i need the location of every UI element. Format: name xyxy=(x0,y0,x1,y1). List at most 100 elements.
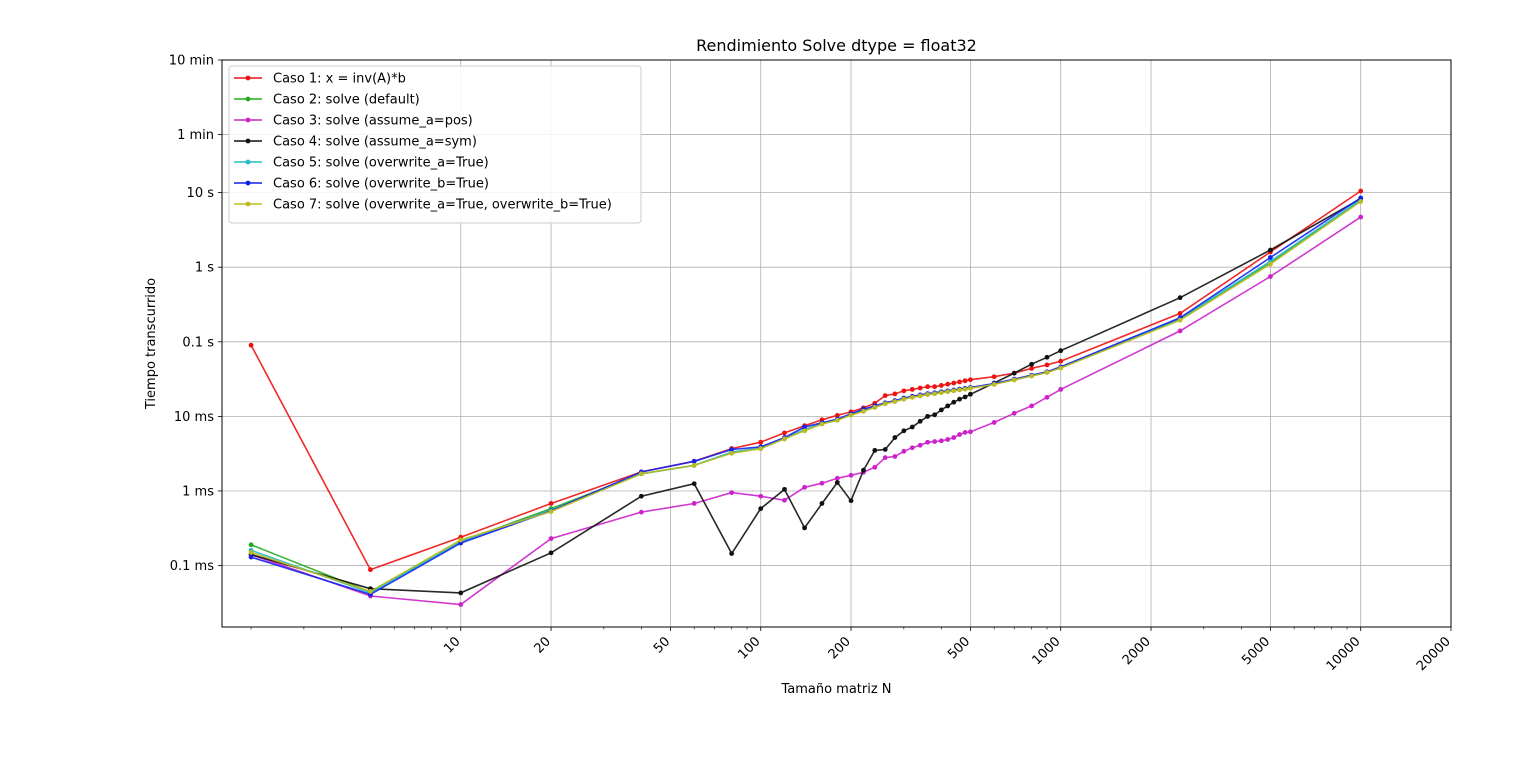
x-axis-label: Tamaño matriz N xyxy=(780,682,891,697)
y-tick-label: 10 min xyxy=(169,54,214,69)
series-3 xyxy=(248,214,1364,607)
data-point xyxy=(962,378,968,384)
data-point xyxy=(1058,365,1064,371)
data-point xyxy=(1058,386,1064,392)
data-point xyxy=(638,509,644,515)
series-line xyxy=(250,190,1362,571)
data-point xyxy=(968,385,973,391)
data-point xyxy=(1177,311,1183,316)
series-2 xyxy=(248,198,1364,595)
data-point xyxy=(945,381,951,387)
legend: Caso 1: x = inv(A)*b Caso 2: solve (defau… xyxy=(228,65,642,224)
data-point xyxy=(848,498,854,504)
chart-title: Rendimiento Solve dtype = float32 xyxy=(696,36,977,55)
data-point xyxy=(1058,358,1064,364)
data-point xyxy=(925,392,931,397)
data-point xyxy=(1358,214,1364,220)
data-point xyxy=(1029,361,1035,367)
data-point xyxy=(1358,195,1364,201)
data-point xyxy=(638,471,644,477)
legend-swatch-marker xyxy=(245,138,251,144)
data-point xyxy=(932,391,938,397)
y-tick-label: 10 ms xyxy=(174,410,214,425)
data-point xyxy=(861,467,866,473)
data-point xyxy=(925,413,931,419)
data-point xyxy=(951,435,957,440)
data-point xyxy=(909,386,915,392)
data-point xyxy=(957,432,962,437)
legend-label: Caso 2: solve (default) xyxy=(273,93,420,108)
data-point xyxy=(882,393,888,398)
data-point xyxy=(782,497,787,503)
data-point xyxy=(957,387,962,393)
y-tick-label: 1 s xyxy=(195,261,214,276)
data-point xyxy=(691,463,697,468)
data-point xyxy=(925,439,931,445)
series-line xyxy=(250,199,1362,594)
data-point xyxy=(1029,373,1035,379)
data-point xyxy=(729,450,735,456)
data-point xyxy=(834,480,840,485)
data-point xyxy=(248,554,254,560)
x-tick-label: 2000 xyxy=(1120,634,1154,668)
series-line xyxy=(250,200,1362,593)
data-point xyxy=(1267,247,1273,253)
data-point xyxy=(909,394,915,400)
data-point xyxy=(991,420,997,425)
y-tick-label: 1 ms xyxy=(182,484,214,499)
data-point xyxy=(892,391,898,397)
data-point xyxy=(729,447,735,452)
data-point xyxy=(548,501,554,506)
data-point xyxy=(932,384,938,390)
data-point xyxy=(892,454,898,459)
data-point xyxy=(368,589,373,594)
data-point xyxy=(872,404,878,410)
data-point xyxy=(802,484,807,490)
data-point xyxy=(834,417,840,423)
x-tick-label: 200 xyxy=(826,634,854,662)
data-point xyxy=(1011,410,1017,416)
series-5 xyxy=(248,197,1364,596)
data-point xyxy=(1029,403,1035,409)
data-point xyxy=(901,388,907,394)
data-point xyxy=(248,542,254,548)
data-point xyxy=(932,412,938,418)
data-point xyxy=(932,439,938,444)
data-point xyxy=(248,342,254,348)
x-tick-label: 20000 xyxy=(1414,634,1454,674)
data-point xyxy=(872,464,878,470)
data-point xyxy=(962,386,968,392)
data-point xyxy=(1044,354,1050,360)
legend-label: Caso 4: solve (assume_a=sym) xyxy=(273,135,477,150)
data-point xyxy=(882,401,888,407)
data-point xyxy=(945,437,951,442)
data-point xyxy=(848,412,854,418)
legend-swatch-marker xyxy=(245,117,251,123)
data-point xyxy=(819,480,825,486)
data-point xyxy=(834,475,840,481)
series-1 xyxy=(248,188,1364,573)
legend-swatch-marker xyxy=(245,180,251,186)
series-line xyxy=(250,198,1362,594)
data-point xyxy=(819,501,825,506)
data-point xyxy=(758,446,764,451)
data-point xyxy=(782,436,787,442)
data-point xyxy=(872,447,878,453)
data-point xyxy=(1177,317,1183,323)
data-point xyxy=(917,385,923,391)
data-point xyxy=(909,424,915,430)
data-point xyxy=(548,536,554,541)
data-point xyxy=(758,439,764,445)
data-point xyxy=(968,391,973,397)
data-point xyxy=(917,418,923,424)
data-point xyxy=(1267,261,1273,267)
x-axis-ticks: 10 20 50 100 200 500 1000 2000 5000 10000 20000 xyxy=(441,627,1454,674)
data-point xyxy=(1358,199,1364,204)
data-point xyxy=(802,428,807,434)
data-point xyxy=(758,506,764,512)
legend-box xyxy=(228,65,642,224)
data-point xyxy=(938,383,944,388)
data-point xyxy=(901,428,907,434)
data-point xyxy=(991,382,997,387)
series-7 xyxy=(248,199,1364,594)
